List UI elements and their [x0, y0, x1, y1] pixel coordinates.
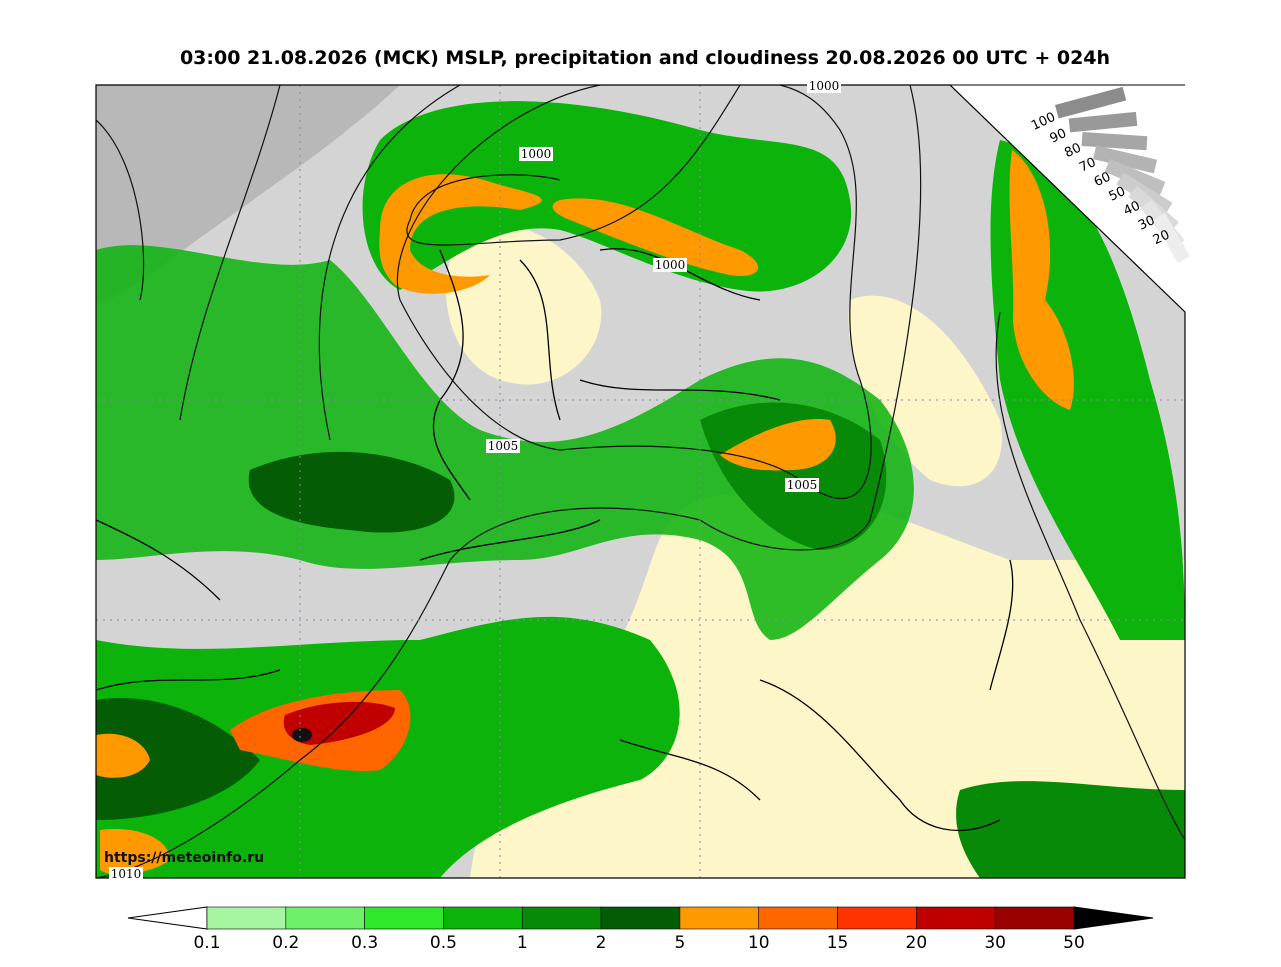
colorbar-label: 20	[906, 933, 928, 953]
colorbar-label: 50	[1063, 933, 1085, 953]
precip-core	[292, 728, 312, 742]
isobar	[96, 85, 922, 878]
cloud-scale-label: 60	[1092, 170, 1113, 191]
precip-core	[379, 174, 542, 294]
isobar-labels: 1000 1000 1000 1005 1005 1010	[109, 79, 841, 881]
colorbar-label: 15	[827, 933, 849, 953]
precip-core	[100, 829, 170, 875]
colorbar-over	[1073, 906, 1154, 930]
isobar	[995, 311, 1185, 841]
colorbar-label: 30	[984, 933, 1006, 953]
colorbar-swatch	[443, 906, 523, 930]
colorbar-swatch	[679, 906, 760, 930]
isobar-label: 1000	[809, 79, 840, 93]
precip-area	[96, 698, 260, 820]
cloud-scale-swatch	[1055, 86, 1127, 119]
isobar	[396, 85, 872, 499]
isobar	[406, 85, 741, 246]
precip-core	[96, 733, 150, 778]
colorbar-swatch	[837, 906, 917, 930]
precip-area	[700, 402, 887, 550]
isobar-label: 1005	[488, 439, 519, 453]
colorbar-swatch	[206, 906, 287, 930]
colorbar-swatch	[521, 906, 602, 930]
cloud-scale-label: 70	[1077, 155, 1098, 176]
cloud-scale-swatch	[1093, 145, 1158, 174]
isobar-label-bg	[109, 867, 143, 881]
isobar-label-bg	[486, 439, 520, 453]
colorbar-swatch	[600, 906, 681, 930]
colorbar-label: 5	[674, 933, 685, 953]
colorbar-swatch	[758, 906, 838, 930]
cloud-scale-label: 90	[1048, 126, 1069, 147]
isobar-label: 1000	[521, 147, 552, 161]
isobar	[179, 85, 281, 421]
isobar-label-bg	[785, 478, 819, 492]
cloud-scale-swatch	[1081, 132, 1148, 151]
colorbar-label: 0.1	[193, 933, 220, 953]
colorbar-swatch	[994, 906, 1075, 930]
isobar-label-bg	[653, 258, 687, 272]
isobar	[318, 85, 461, 441]
cloud-scale-label: 20	[1151, 228, 1172, 249]
precip-core	[1009, 150, 1074, 410]
cloud-scale-swatch	[1068, 111, 1138, 133]
clear-area	[446, 224, 602, 385]
colorbar-label: 2	[596, 933, 607, 953]
credit: https://meteoinfo.ru	[104, 850, 264, 866]
cloud-scale-swatch	[1152, 212, 1190, 264]
colorbar-label: 0.5	[430, 933, 457, 953]
cloud-scale-swatch	[1104, 158, 1166, 195]
colorbar-swatch	[916, 906, 996, 930]
isobar-label: 1005	[787, 478, 818, 492]
isobar-label: 1010	[111, 867, 142, 881]
precip-area	[956, 781, 1185, 878]
isobar	[96, 119, 145, 301]
precip-area	[362, 101, 852, 292]
cloud-scale-label: 30	[1136, 213, 1157, 234]
precip-core	[552, 198, 759, 276]
title: 03:00 21.08.2026 (MCK) MSLP, precipitati…	[180, 47, 1110, 69]
cloud-scale-label: 40	[1121, 199, 1142, 220]
isobar-label-bg	[807, 79, 841, 93]
cloud-scale-label: 50	[1107, 184, 1128, 205]
colorbar-swatch	[364, 906, 444, 930]
colorbar-under	[127, 906, 208, 930]
colorbar-label: 10	[748, 933, 770, 953]
isobar-label-bg	[519, 147, 553, 161]
colorbar-label: 0.3	[351, 933, 378, 953]
colorbar-label: 0.2	[272, 933, 299, 953]
colorbar-label: 1	[517, 933, 528, 953]
map	[96, 85, 1185, 878]
colorbar: 0.1 0.2 0.3 0.5 1 2 5 10 15 20 30 50	[127, 906, 1154, 953]
cloud-scale-label: 80	[1062, 141, 1083, 162]
isobar-label: 1000	[655, 258, 686, 272]
clear-area	[470, 490, 1185, 878]
clear-area	[848, 295, 1002, 487]
colorbar-swatch	[285, 906, 365, 930]
